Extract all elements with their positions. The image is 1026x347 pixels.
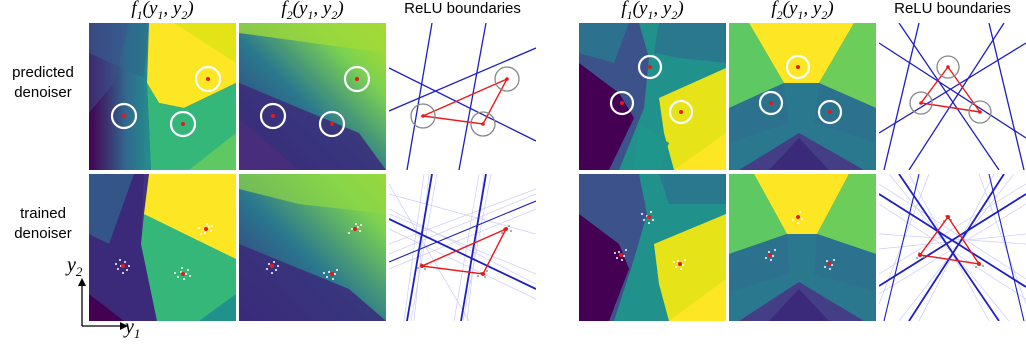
col-title-f1-right: f1(y1, y2) (621, 0, 684, 22)
panel-f2-predicted-right (729, 23, 876, 170)
panel-relu-trained-left (389, 174, 536, 321)
col-title-f2-right: f2(y1, y2) (771, 0, 834, 22)
col-title-relu-right: ReLU boundaries (894, 0, 1011, 17)
axis-label-y2: y2 (67, 254, 83, 279)
panel-f2-predicted-left (239, 23, 386, 170)
panel-f1-predicted-left (89, 23, 236, 170)
panel-relu-trained-right (879, 174, 1026, 321)
row-label-trained-text: trained denoiser (14, 205, 72, 242)
panel-f1-trained-right (579, 174, 726, 321)
col-title-f2-left: f2(y1, y2) (281, 0, 344, 22)
row-label-predicted-text: predicted denoiser (12, 64, 74, 101)
axis-label-y1: y1 (125, 316, 141, 341)
panel-f1-trained-left (89, 174, 236, 321)
col-title-f1-left: f1(y1, y2) (131, 0, 194, 22)
row-label-trained: trained denoiser (0, 204, 86, 244)
panel-f1-predicted-right (579, 23, 726, 170)
row-label-predicted: predicted denoiser (0, 63, 86, 103)
panel-f2-trained-left (239, 174, 386, 321)
axis-arrows (78, 278, 128, 330)
panel-relu-predicted-left (389, 23, 536, 170)
panel-relu-predicted-right (879, 23, 1026, 170)
col-title-relu-left: ReLU boundaries (404, 0, 521, 17)
panel-f2-trained-right (729, 174, 876, 321)
